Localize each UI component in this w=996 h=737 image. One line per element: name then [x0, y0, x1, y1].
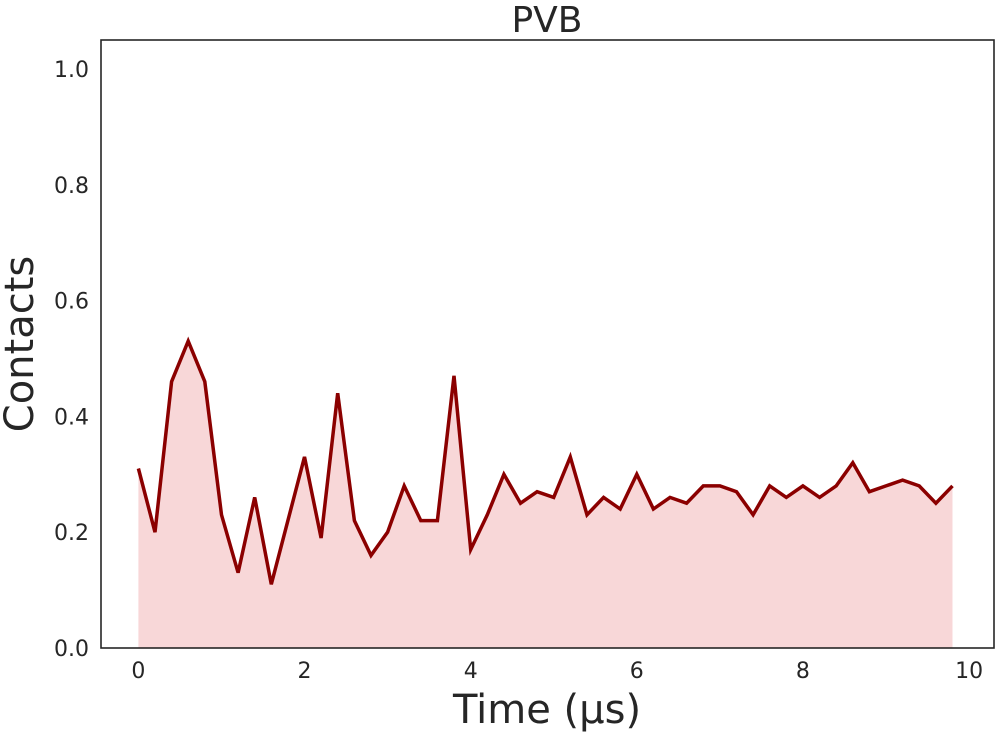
y-tick-label: 1.0: [54, 58, 89, 83]
y-tick-label: 0.6: [54, 290, 89, 315]
x-tick-label: 2: [298, 659, 312, 684]
x-tick-label: 6: [630, 659, 644, 684]
y-axis-label: Contacts: [0, 256, 43, 432]
y-tick-label: 0.0: [54, 637, 89, 662]
x-axis-label: Time (µs): [452, 687, 641, 733]
x-tick-label: 4: [464, 659, 478, 684]
x-tick-label: 0: [131, 659, 145, 684]
x-tick-label: 8: [796, 659, 810, 684]
x-axis: 0 2 4 6 8 10: [131, 659, 983, 684]
y-tick-label: 0.4: [54, 405, 89, 430]
y-tick-label: 0.2: [54, 521, 89, 546]
y-tick-label: 0.8: [54, 174, 89, 199]
y-axis: 0.0 0.2 0.4 0.6 0.8 1.0: [54, 58, 89, 662]
series-0-area: [138, 341, 953, 648]
x-tick-label: 10: [955, 659, 983, 684]
chart-title: PVB: [511, 0, 582, 41]
plot-frame: [100, 39, 995, 649]
series-0-line: [136, 336, 954, 585]
plot-area: [136, 336, 954, 648]
